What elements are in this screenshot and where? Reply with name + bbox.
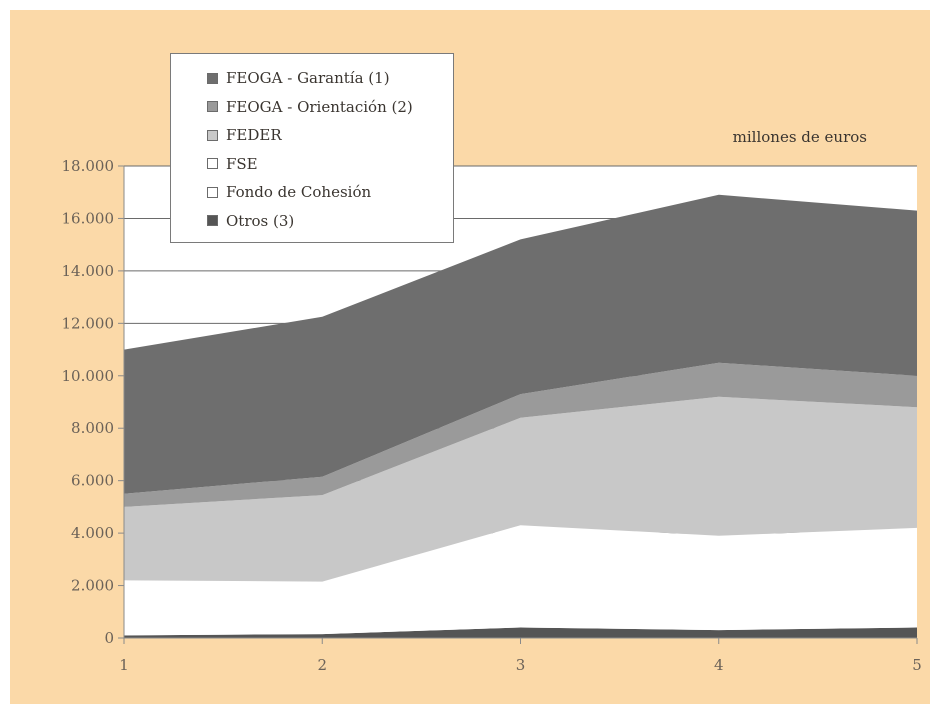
y-tick-label: 0 <box>104 629 114 647</box>
legend-label: FEOGA - Orientación (2) <box>226 97 413 116</box>
legend-label: Fondo de Cohesión <box>226 183 372 202</box>
legend-swatch <box>207 101 218 113</box>
legend-swatch <box>207 158 218 170</box>
legend-item: Otros (3) <box>207 207 453 236</box>
area-feder <box>124 396 917 582</box>
legend-label: FSE <box>226 154 258 173</box>
legend-item: FEOGA - Garantía (1) <box>207 64 453 93</box>
x-tick-label: 4 <box>714 656 724 674</box>
y-tick-label: 8.000 <box>71 419 114 437</box>
legend-item: FEDER <box>207 121 453 150</box>
legend-swatch <box>207 129 218 141</box>
x-tick-label: 2 <box>317 656 327 674</box>
unit-label: millones de euros <box>733 128 867 146</box>
legend-item: FEOGA - Orientación (2) <box>207 93 453 122</box>
chart-figure: 0 2.000 4.000 6.000 8.000 10.000 12.000 14.000 1… <box>10 10 930 704</box>
legend-swatch <box>207 72 218 84</box>
area-otros-3 <box>124 627 917 638</box>
legend-label: FEDER <box>226 126 282 145</box>
x-tick-label: 3 <box>516 656 526 674</box>
legend-swatch <box>207 215 218 227</box>
chart-svg: 0 2.000 4.000 6.000 8.000 10.000 12.000 14.000 1… <box>10 10 930 704</box>
legend-label: FEOGA - Garantía (1) <box>226 69 390 88</box>
y-tick-label: 12.000 <box>62 314 115 332</box>
y-tick-label: 18.000 <box>62 157 115 175</box>
area-fse <box>124 525 917 636</box>
legend: FEOGA - Garantía (1) FEOGA - Orientación … <box>170 53 454 243</box>
legend-item: FSE <box>207 150 453 179</box>
legend-swatch <box>207 186 218 198</box>
y-tick-label: 4.000 <box>71 524 114 542</box>
x-tick-label: 1 <box>119 656 129 674</box>
y-tick-label: 10.000 <box>62 367 115 385</box>
legend-label: Otros (3) <box>226 211 295 230</box>
y-tick-label: 2.000 <box>71 577 114 595</box>
legend-item: Fondo de Cohesión <box>207 178 453 207</box>
x-tick-label: 5 <box>912 656 922 674</box>
y-tick-label: 16.000 <box>62 209 115 227</box>
y-tick-label: 14.000 <box>62 262 115 280</box>
area-feoga-orientacion-2 <box>124 362 917 507</box>
y-tick-label: 6.000 <box>71 472 114 490</box>
area-feoga-garantia-1 <box>124 194 917 494</box>
